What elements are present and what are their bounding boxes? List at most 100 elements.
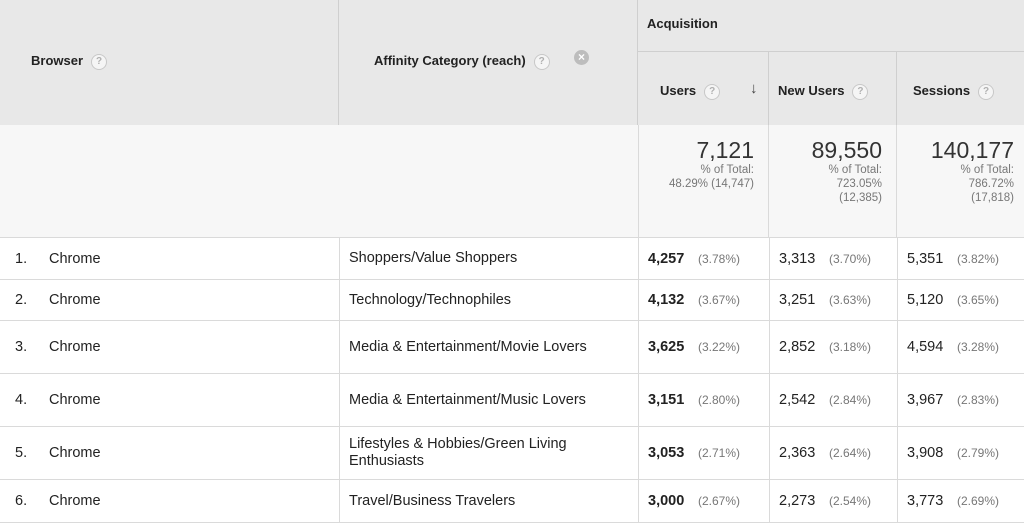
users-cell: 4,132 (3.67%) xyxy=(638,280,769,320)
users-cell: 3,151 (2.80%) xyxy=(638,374,769,426)
new-users-value: 3,313 xyxy=(779,250,816,267)
users-value: 3,000 xyxy=(648,493,685,509)
total-sessions-value: 140,177 xyxy=(930,137,1014,163)
new-users-value: 3,251 xyxy=(779,292,816,308)
browser-cell[interactable]: Chrome xyxy=(49,445,101,461)
total-new-users-value: 89,550 xyxy=(811,137,882,163)
table-row[interactable]: 1. Chrome Shoppers/Value Shoppers 4,257 (… xyxy=(0,238,1024,280)
total-new-users-share: 723.05% xyxy=(836,178,882,190)
sessions-cell: 5,120 (3.65%) xyxy=(897,280,1024,320)
new-users-cell: 2,542 (2.84%) xyxy=(769,374,897,426)
users-value: 3,053 xyxy=(648,445,685,461)
users-value: 4,257 xyxy=(648,250,685,267)
new-users-value: 2,273 xyxy=(779,493,816,509)
browser-cell[interactable]: Chrome xyxy=(49,250,101,267)
sessions-header-label: Sessions xyxy=(913,83,971,98)
column-header-new-users[interactable]: New Users? xyxy=(769,52,897,125)
users-percent: (2.80%) xyxy=(698,393,741,407)
browser-cell[interactable]: Chrome xyxy=(49,339,101,355)
help-icon[interactable]: ? xyxy=(533,53,550,70)
browser-cell[interactable]: Chrome xyxy=(49,493,101,509)
sessions-value: 3,773 xyxy=(907,493,944,509)
totals-row: 7,121 % of Total: 48.29% (14,747) 89,550… xyxy=(0,125,1024,238)
sort-descending-icon[interactable]: ↓ xyxy=(750,80,758,97)
column-header-affinity-category[interactable]: Affinity Category (reach)? × xyxy=(339,0,638,125)
new-users-percent: (3.63%) xyxy=(829,293,872,307)
sessions-percent: (2.79%) xyxy=(957,446,1000,460)
table-row[interactable]: 2. Chrome Technology/Technophiles 4,132 (… xyxy=(0,280,1024,321)
browser-cell[interactable]: Chrome xyxy=(49,292,101,308)
users-cell: 3,000 (2.67%) xyxy=(638,480,769,522)
remove-dimension-icon[interactable]: × xyxy=(574,50,589,65)
new-users-percent: (2.54%) xyxy=(829,494,872,508)
affinity-cell[interactable]: Shoppers/Value Shoppers xyxy=(339,238,638,279)
row-number: 6. xyxy=(15,493,28,509)
sessions-percent: (2.69%) xyxy=(957,494,1000,508)
sessions-value: 5,351 xyxy=(907,250,944,267)
acquisition-group-label: Acquisition xyxy=(647,16,718,31)
table-row[interactable]: 5. Chrome Lifestyles & Hobbies/Green Liv… xyxy=(0,427,1024,480)
total-new-users: 89,550 % of Total: 723.05% (12,385) xyxy=(769,125,897,238)
sessions-value: 3,908 xyxy=(907,445,944,461)
new-users-percent: (2.84%) xyxy=(829,393,872,407)
new-users-cell: 3,251 (3.63%) xyxy=(769,280,897,320)
sessions-percent: (2.83%) xyxy=(957,393,1000,407)
help-icon[interactable]: ? xyxy=(704,83,721,100)
affinity-cell[interactable]: Technology/Technophiles xyxy=(339,280,638,320)
new-users-cell: 2,852 (3.18%) xyxy=(769,321,897,373)
sessions-cell: 3,967 (2.83%) xyxy=(897,374,1024,426)
column-group-acquisition: Acquisition xyxy=(638,0,1024,52)
table-row[interactable]: 3. Chrome Media & Entertainment/Movie Lo… xyxy=(0,321,1024,374)
new-users-value: 2,542 xyxy=(779,392,816,408)
users-percent: (3.67%) xyxy=(698,293,741,307)
new-users-percent: (2.64%) xyxy=(829,446,872,460)
users-percent: (2.71%) xyxy=(698,446,741,460)
row-number: 3. xyxy=(15,339,28,355)
browser-header-label: Browser xyxy=(31,53,84,68)
total-sessions-label: % of Total: xyxy=(960,164,1015,176)
users-cell: 4,257 (3.78%) xyxy=(638,238,769,279)
total-sessions: 140,177 % of Total: 786.72% (17,818) xyxy=(897,125,1024,238)
help-icon[interactable]: ? xyxy=(91,53,108,70)
new-users-cell: 3,313 (3.70%) xyxy=(769,238,897,279)
help-icon[interactable]: ? xyxy=(978,83,995,100)
new-users-header-label: New Users xyxy=(778,83,845,98)
users-percent: (2.67%) xyxy=(698,494,741,508)
total-users-value: 7,121 xyxy=(696,137,754,163)
column-header-users[interactable]: Users? ↓ xyxy=(638,52,769,125)
new-users-cell: 2,273 (2.54%) xyxy=(769,480,897,522)
table-row[interactable]: 4. Chrome Media & Entertainment/Music Lo… xyxy=(0,374,1024,427)
row-number: 5. xyxy=(15,445,28,461)
users-percent: (3.78%) xyxy=(698,251,741,266)
users-header-label: Users xyxy=(660,83,697,98)
sessions-cell: 3,773 (2.69%) xyxy=(897,480,1024,522)
new-users-percent: (3.70%) xyxy=(829,251,872,266)
browser-cell[interactable]: Chrome xyxy=(49,392,101,408)
table-row[interactable]: 6. Chrome Travel/Business Travelers 3,00… xyxy=(0,480,1024,523)
sessions-cell: 5,351 (3.82%) xyxy=(897,238,1024,279)
help-icon[interactable]: ? xyxy=(852,83,869,100)
users-value: 3,625 xyxy=(648,339,685,355)
affinity-cell[interactable]: Media & Entertainment/Music Lovers xyxy=(339,374,638,426)
total-new-users-base: (12,385) xyxy=(839,192,882,204)
sessions-percent: (3.65%) xyxy=(957,293,1000,307)
row-number: 2. xyxy=(15,292,28,308)
total-users: 7,121 % of Total: 48.29% (14,747) xyxy=(638,125,769,238)
users-cell: 3,625 (3.22%) xyxy=(638,321,769,373)
sessions-cell: 4,594 (3.28%) xyxy=(897,321,1024,373)
column-header-browser[interactable]: Browser? xyxy=(0,0,339,125)
row-number: 4. xyxy=(15,392,28,408)
users-value: 4,132 xyxy=(648,292,685,308)
users-cell: 3,053 (2.71%) xyxy=(638,427,769,479)
new-users-cell: 2,363 (2.64%) xyxy=(769,427,897,479)
affinity-cell[interactable]: Travel/Business Travelers xyxy=(339,480,638,522)
users-value: 3,151 xyxy=(648,392,685,408)
affinity-cell[interactable]: Lifestyles & Hobbies/Green Living Enthus… xyxy=(339,427,638,479)
affinity-header-label: Affinity Category (reach) xyxy=(374,53,526,68)
column-header-sessions[interactable]: Sessions? xyxy=(897,52,1024,125)
affinity-cell[interactable]: Media & Entertainment/Movie Lovers xyxy=(339,321,638,373)
sessions-percent: (3.28%) xyxy=(957,340,1000,354)
sessions-percent: (3.82%) xyxy=(957,251,1000,266)
new-users-value: 2,363 xyxy=(779,445,816,461)
row-number: 1. xyxy=(15,250,28,267)
